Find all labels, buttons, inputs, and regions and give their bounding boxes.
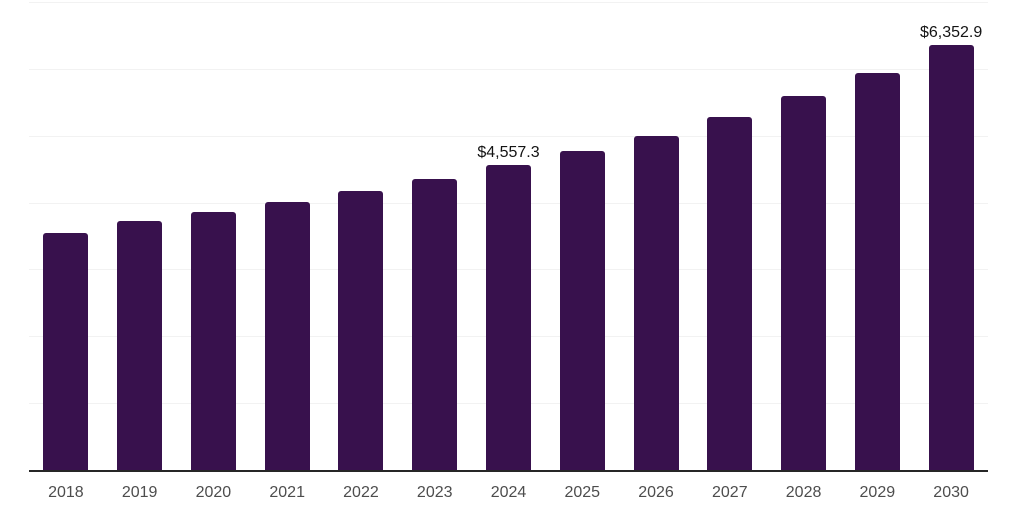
data-label-2030: $6,352.9 bbox=[919, 24, 983, 42]
gridline-7000 bbox=[29, 2, 988, 3]
gridline-6000 bbox=[29, 68, 988, 70]
data-label-2024: $4,557.3 bbox=[477, 144, 540, 162]
bar-2023 bbox=[412, 178, 458, 470]
bar-2020 bbox=[190, 212, 236, 470]
bar-2018 bbox=[43, 233, 89, 470]
x-tick-label-2018: 2018 bbox=[48, 484, 84, 501]
x-tick-label-2029: 2029 bbox=[859, 484, 896, 501]
x-tick-label-2027: 2027 bbox=[712, 484, 748, 501]
x-tick-label-2020: 2020 bbox=[195, 484, 232, 501]
x-tick-label-2030: 2030 bbox=[933, 484, 969, 501]
bar-2027 bbox=[707, 116, 753, 470]
x-tick-label-2021: 2021 bbox=[269, 484, 305, 501]
x-tick-label-2024: 2024 bbox=[490, 484, 527, 501]
x-tick-label-2019: 2019 bbox=[121, 484, 158, 501]
bar-2030 bbox=[928, 45, 974, 470]
x-tick-label-2028: 2028 bbox=[785, 484, 822, 501]
gridline-5000 bbox=[29, 135, 988, 137]
bar-2019 bbox=[117, 221, 163, 470]
x-tick-label-2025: 2025 bbox=[564, 484, 601, 501]
x-tick-label-2026: 2026 bbox=[638, 484, 674, 501]
x-tick-label-2022: 2022 bbox=[343, 484, 379, 501]
bar-2022 bbox=[338, 191, 384, 470]
bar-2029 bbox=[854, 72, 900, 470]
x-tick-label-2023: 2023 bbox=[416, 484, 453, 501]
x-axis-line bbox=[29, 470, 988, 472]
bar-2021 bbox=[264, 201, 310, 470]
bar-2024 bbox=[486, 165, 531, 470]
bar-2025 bbox=[559, 151, 605, 470]
bar-2026 bbox=[633, 135, 679, 470]
bar-2028 bbox=[781, 95, 827, 470]
